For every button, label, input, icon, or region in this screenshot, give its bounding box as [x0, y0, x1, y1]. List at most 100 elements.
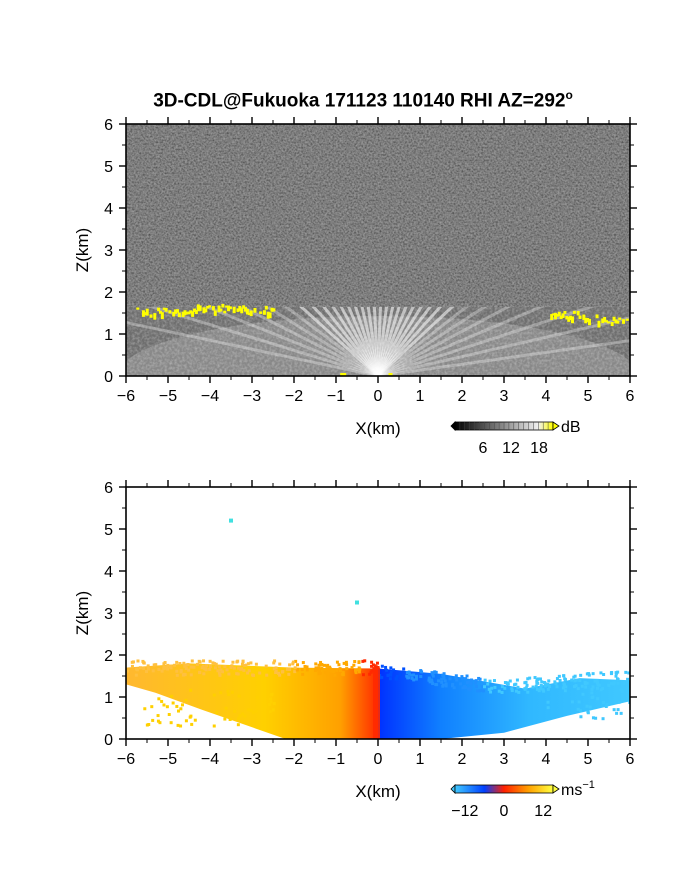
echo-pixel [205, 664, 209, 668]
echo-pixel [236, 659, 240, 663]
echo-pixel [243, 714, 247, 718]
echo-pixel [280, 670, 284, 674]
echo-pixel [303, 664, 307, 668]
cloud-pixel [221, 303, 225, 308]
cloud-pixel [614, 319, 618, 324]
y-axis: 0 1 2 3 4 5 6 [104, 117, 637, 386]
echo-pixel [179, 707, 183, 711]
echo-pixel [604, 704, 608, 708]
x-tick-label: 2 [458, 388, 467, 405]
echo-pixel [278, 673, 282, 677]
echo-pixel [380, 664, 384, 668]
echo-pixel [579, 673, 583, 677]
echo-pixel [212, 693, 216, 697]
x-tick-label: 2 [458, 751, 467, 768]
echo-pixel [213, 662, 217, 666]
cloud-pixel [247, 312, 251, 316]
echo-pixel [146, 664, 150, 668]
colorbar: 6 12 18 dB [450, 419, 581, 457]
echo-pixel [601, 700, 605, 704]
colorbar-max-arrow [552, 784, 560, 794]
chart-title: 3D-CDL@Fukuoka 171123 110140 RHI AZ=292o [153, 88, 573, 112]
colorbar-max-arrow [552, 421, 560, 431]
echo-pixel [231, 660, 235, 664]
echo-pixel [317, 669, 321, 673]
cloud-pixel [270, 307, 274, 312]
echo-pixel [273, 659, 277, 663]
echo-pixel [543, 681, 547, 685]
echo-pixel [201, 664, 205, 668]
y-tick-label: 3 [104, 243, 113, 260]
echo-pixel [463, 677, 467, 681]
echo-pixel [410, 676, 414, 680]
echo-pixel [465, 681, 469, 685]
colorbar: −12 0 12 ms−1 [450, 779, 595, 820]
echo-pixel [186, 662, 190, 666]
echo-pixel [584, 685, 588, 689]
echo-pixel [263, 704, 267, 708]
echo-pixel [474, 684, 478, 688]
echo-pixel [169, 666, 173, 670]
y-tick-label: 0 [104, 732, 113, 749]
echo-pixel [189, 665, 193, 669]
echo-pixel [497, 689, 501, 693]
cloud-pixel [597, 320, 601, 328]
echo-pixel [624, 670, 628, 674]
echo-pixel [335, 660, 339, 664]
cloud-pixel [162, 307, 166, 310]
echo-pixel [344, 660, 348, 664]
echo-pixel [305, 665, 309, 669]
echo-pixel [215, 711, 219, 715]
echo-pixel [271, 708, 275, 712]
echo-pixel [616, 670, 620, 674]
echo-pixel [553, 680, 557, 684]
cloud-pixel [196, 304, 200, 312]
y-tick-label: 1 [104, 690, 113, 707]
echo-pixel [452, 686, 456, 690]
echo-pixel [291, 662, 295, 666]
echo-pixel [214, 662, 218, 666]
echo-pixel [162, 703, 166, 707]
echo-pixel [357, 670, 361, 674]
cloud-pixel [219, 308, 223, 312]
cloud-pixel [145, 308, 149, 316]
echo-pixel [503, 686, 507, 690]
echo-pixel [236, 672, 240, 676]
echo-pixel [389, 670, 393, 674]
echo-pixel [221, 670, 225, 674]
echo-pixel [465, 674, 469, 678]
echo-pixel [463, 685, 467, 689]
echo-pixel [538, 677, 542, 681]
echo-pixel [428, 680, 432, 684]
echo-pixel [130, 664, 134, 668]
echo-pixel [136, 659, 140, 663]
echo-pixel [242, 668, 246, 672]
echo-pixel [293, 666, 297, 670]
x-axis-label: X(km) [355, 782, 400, 801]
echo-pixel [488, 679, 492, 683]
echo-pixel [254, 709, 258, 713]
cloud-pixel [174, 309, 178, 314]
cloud-pixel [388, 373, 393, 376]
echo-pixel [525, 683, 529, 687]
colorbar-min-arrow [450, 784, 456, 794]
echo-pixel [193, 718, 197, 722]
echo-pixel [405, 671, 409, 675]
echo-pixel [389, 673, 393, 677]
echo-pixel [169, 721, 173, 725]
cloud-pixel [225, 305, 229, 308]
echo-pixel [227, 672, 231, 676]
echo-pixel [340, 672, 344, 676]
colorbar-tick-label: 6 [479, 440, 488, 457]
echo-pixel [143, 707, 147, 711]
echo-pixel [615, 677, 619, 681]
colorbar-unit-exponent: −1 [582, 779, 595, 791]
echo-pixel [208, 664, 212, 668]
echo-pixel [534, 684, 538, 688]
echo-pixel [602, 672, 606, 676]
echo-pixel [162, 662, 166, 666]
cloud-pixel [340, 373, 347, 376]
echo-pixel [627, 683, 630, 687]
cloud-pixel [559, 315, 563, 320]
